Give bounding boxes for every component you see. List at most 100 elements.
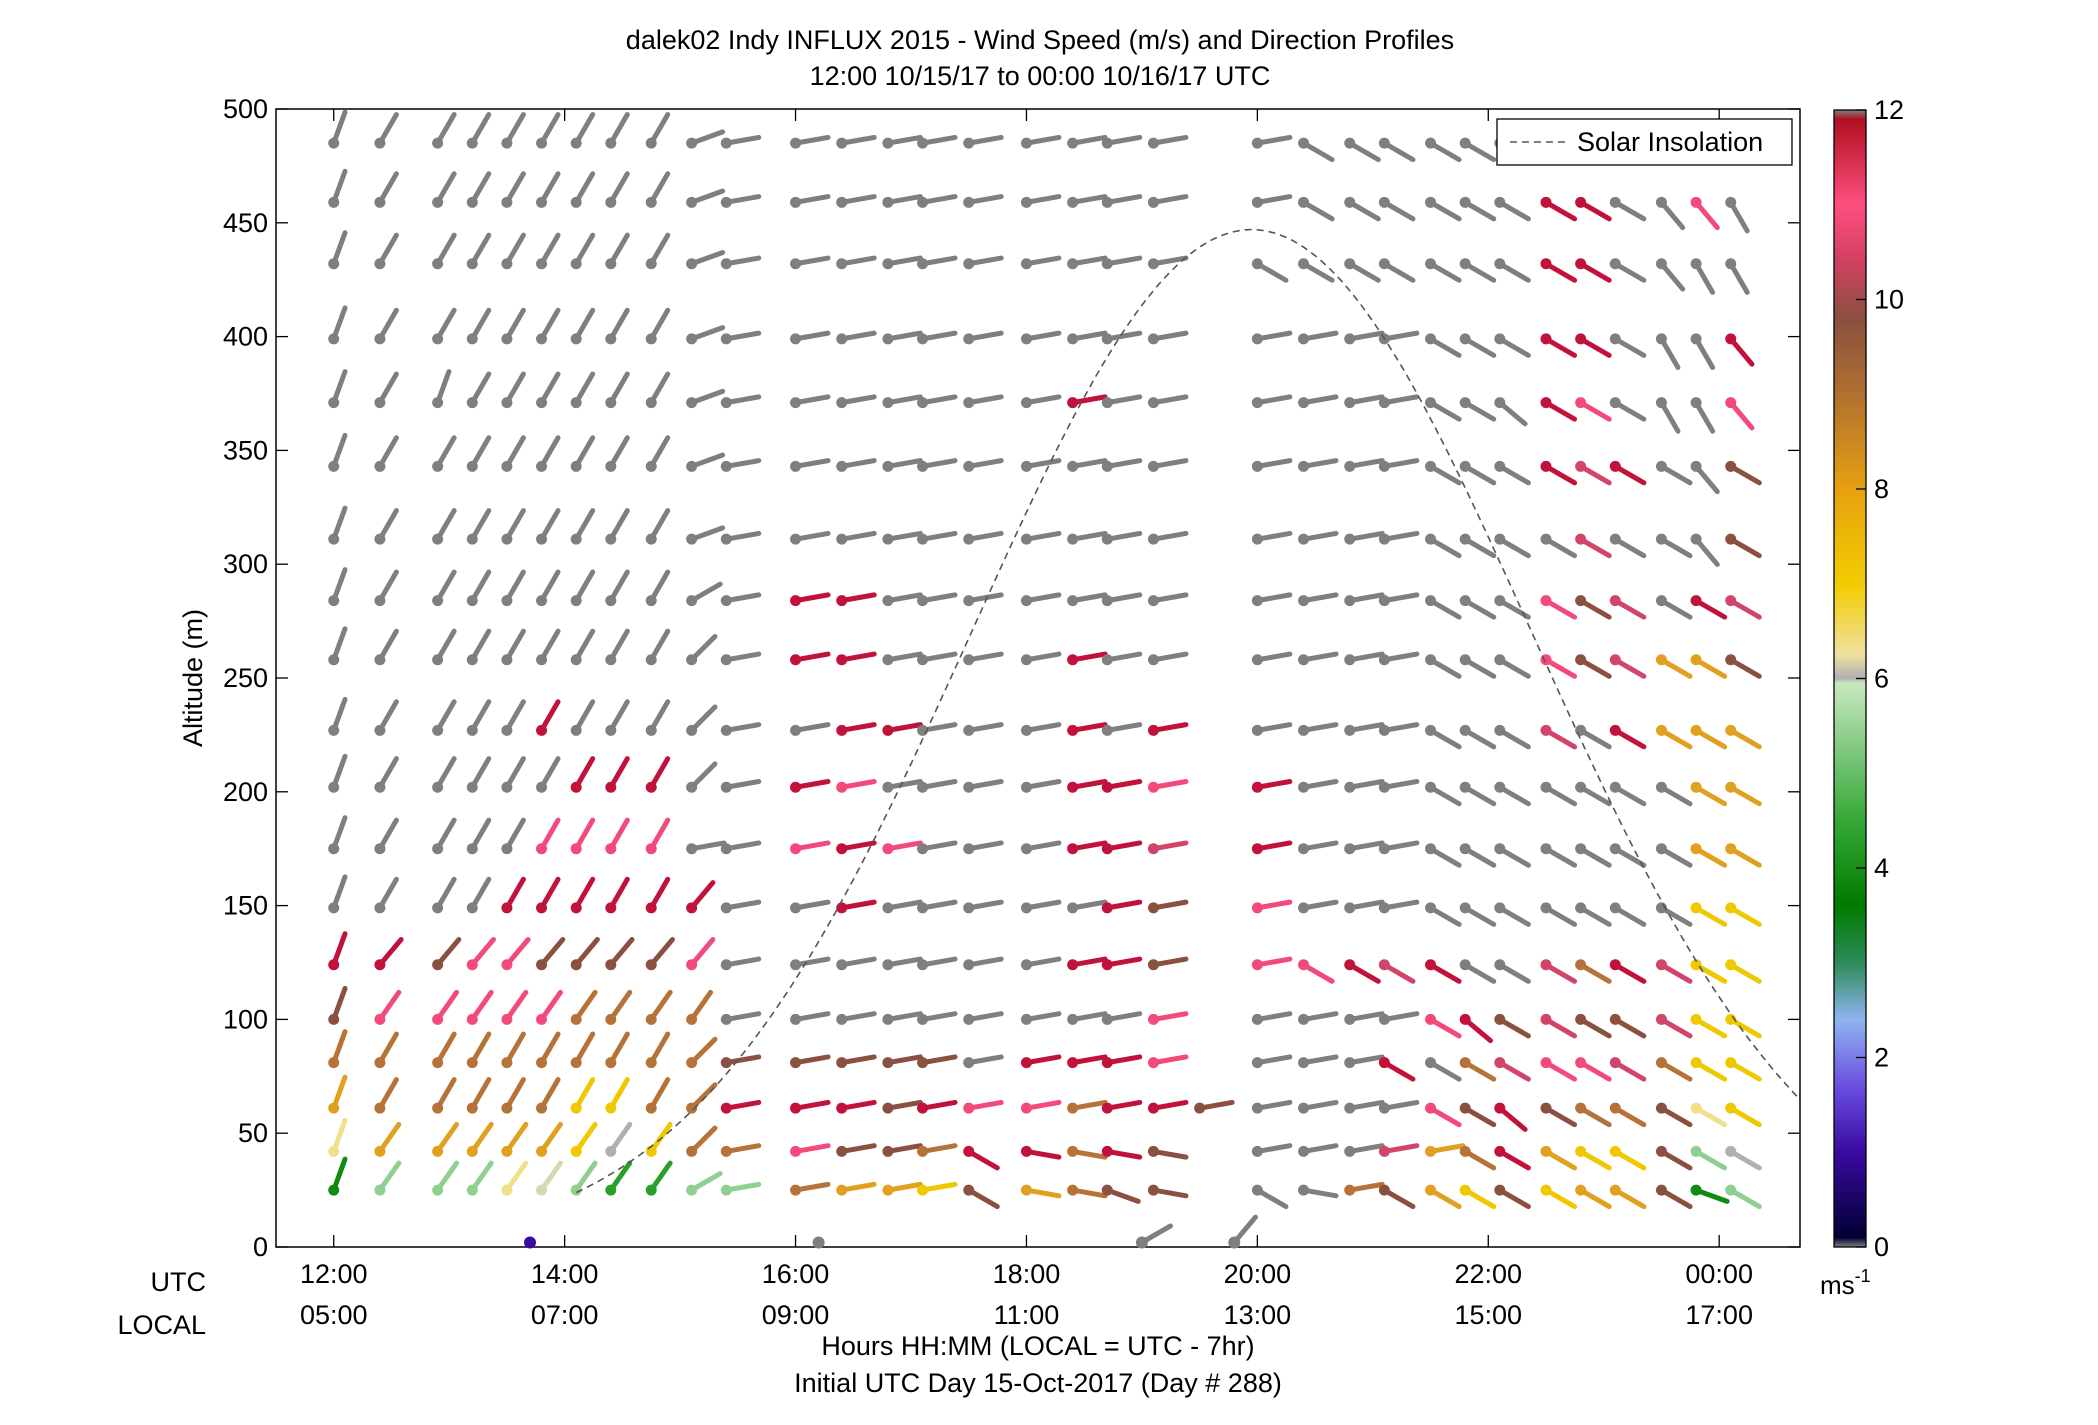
wind-barb-shaft-33-2 <box>1728 1105 1762 1128</box>
wind-barb-shaft-16-16 <box>1023 255 1062 267</box>
wind-barb-shaft-19-1 <box>1150 1148 1189 1160</box>
wind-barb-dot-1-2 <box>374 1102 386 1114</box>
wind-barb-shaft-14-1 <box>920 1143 958 1154</box>
wind-barb <box>686 761 718 793</box>
wind-barb-dot-9-1 <box>686 1145 698 1157</box>
wind-barb-shaft-25-9 <box>1428 727 1462 750</box>
wind-barb <box>1494 902 1531 927</box>
wind-barb <box>1459 843 1497 868</box>
wind-barb <box>1344 1143 1385 1157</box>
wind-barb <box>536 569 561 607</box>
wind-barb <box>570 876 596 914</box>
wind-barb-dot-21-16 <box>1251 258 1263 270</box>
wind-barb-dot-28-17 <box>1540 196 1552 208</box>
wind-barb <box>1575 333 1612 358</box>
wind-barb-shaft-32-0 <box>1693 1187 1730 1204</box>
wind-barb-dot-21-18 <box>1251 137 1263 149</box>
wind-barb-dot-28-5 <box>1540 959 1552 971</box>
wind-barb-dot-3-11 <box>466 595 478 607</box>
wind-barb-shaft-29-6 <box>1578 905 1612 927</box>
wind-barb-dot-0-11 <box>328 595 340 607</box>
x-tick-label-local-0: 05:00 <box>300 1300 368 1330</box>
wind-barb-dot-3-6 <box>466 902 478 914</box>
wind-barb-shaft-25-7 <box>1428 846 1462 868</box>
wind-barb <box>1147 1054 1189 1069</box>
wind-barb-dot-2-0 <box>432 1184 444 1196</box>
wind-barb <box>328 815 348 855</box>
wind-barb-dot-2-12 <box>432 533 444 545</box>
wind-barb-dot-0-5 <box>328 959 340 971</box>
wind-barb <box>645 307 671 345</box>
wind-barb-shaft-11-5 <box>793 956 831 968</box>
wind-barb-shaft-13-6 <box>885 899 923 911</box>
wind-barb-dot-7-2 <box>605 1102 617 1114</box>
wind-barb-shaft-28-12 <box>1543 536 1578 559</box>
wind-barb-dot-25-14 <box>1425 397 1437 409</box>
wind-barb-shaft-26-11 <box>1462 598 1497 620</box>
wind-barb <box>432 756 457 793</box>
wind-barb-shaft-0-5 <box>331 931 348 968</box>
wind-barb-dot-15-0 <box>963 1184 975 1196</box>
wind-barb-dot-26-0 <box>1459 1184 1471 1196</box>
wind-barb-shaft-16-12 <box>1023 530 1062 542</box>
wind-barb <box>328 985 348 1025</box>
wind-barb <box>328 230 348 270</box>
wind-barb-shaft-4-13 <box>504 435 526 469</box>
wind-barb <box>374 1031 399 1069</box>
wind-barb-shaft-16-15 <box>1023 330 1062 342</box>
wind-barb-shaft-22-16 <box>1301 261 1335 283</box>
wind-barb <box>605 876 630 914</box>
wind-barb-shaft-11-6 <box>793 899 831 911</box>
wind-barb-dot-14-16 <box>917 258 929 270</box>
wind-barb <box>1494 1013 1531 1039</box>
wind-barb-dot-19-8 <box>1147 781 1159 793</box>
wind-barb-dot-32-9 <box>1690 724 1702 736</box>
wind-barb <box>1655 959 1693 984</box>
wind-barb-shaft-32-2 <box>1693 1105 1728 1128</box>
wind-barb <box>1690 1145 1728 1171</box>
wind-barb <box>1251 330 1293 345</box>
wind-barb-dot-17-8 <box>1067 781 1079 793</box>
wind-barb-shaft-9-9 <box>689 704 718 733</box>
wind-barb <box>1609 1013 1647 1039</box>
wind-barb-shaft-31-1 <box>1658 1148 1693 1171</box>
wind-barb-shaft-24-18 <box>1381 140 1416 163</box>
wind-barb <box>963 458 1004 472</box>
wind-barb <box>374 936 404 971</box>
wind-barb <box>1344 1181 1385 1196</box>
wind-barb-dot-21-17 <box>1251 196 1263 208</box>
wind-barb-shaft-22-0 <box>1301 1187 1339 1199</box>
wind-barb <box>882 956 923 971</box>
wind-barb-dot-12-17 <box>836 196 848 208</box>
wind-barb <box>432 1160 460 1196</box>
wind-barb <box>1425 258 1462 283</box>
wind-barb-shaft-16-7 <box>1023 840 1062 852</box>
wind-barb-dot-13-14 <box>882 397 894 409</box>
wind-barb-dot-14-17 <box>917 196 929 208</box>
wind-barb <box>1459 1145 1497 1171</box>
wind-barb-shaft-23-3 <box>1347 1054 1385 1066</box>
wind-barb <box>1540 902 1578 927</box>
wind-barb-dot-30-8 <box>1609 781 1621 793</box>
wind-barb-dot-1-4 <box>374 1013 386 1025</box>
wind-barb-dot-12-12 <box>836 533 848 545</box>
wind-barb <box>836 458 877 472</box>
wind-barb <box>836 956 877 971</box>
wind-barb-dot-6-8 <box>570 781 582 793</box>
wind-barb-dot-16-7 <box>1020 843 1032 855</box>
wind-barb-dot-28-7 <box>1540 843 1552 855</box>
wind-barb <box>1690 724 1728 750</box>
wind-barb-shaft-33-9 <box>1728 727 1762 750</box>
wind-barb-dot-25-12 <box>1425 533 1437 545</box>
wind-barb-dot-27-14 <box>1494 397 1506 409</box>
wind-barb-dot-24-10 <box>1378 654 1390 666</box>
wind-barb-dot-22-5 <box>1298 959 1310 971</box>
wind-barb <box>1251 840 1293 855</box>
wind-barb-dot-4-11 <box>501 595 513 607</box>
wind-barb <box>1101 1054 1143 1069</box>
wind-barb-dot-9-3 <box>686 1057 698 1069</box>
wind-barb <box>686 633 718 666</box>
wind-barb <box>1540 460 1578 486</box>
wind-barb-shaft-18-3 <box>1104 1054 1143 1066</box>
wind-barb-dot-11-13 <box>790 460 802 472</box>
